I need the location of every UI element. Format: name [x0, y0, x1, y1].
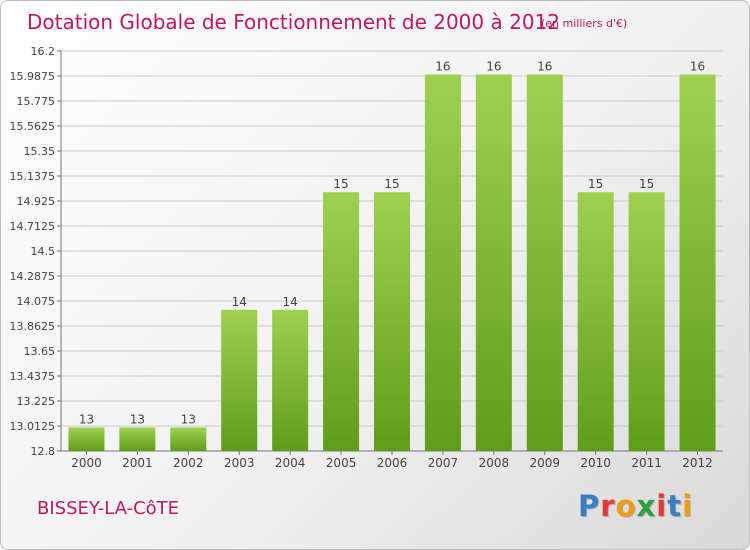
- bar-2004: [272, 309, 309, 451]
- y-tick-label: 14.925: [17, 195, 56, 208]
- bar-value-label: 15: [384, 177, 399, 191]
- bar-value-label: 16: [435, 60, 450, 74]
- logo-letter: o: [615, 489, 637, 523]
- logo-letter: i: [656, 489, 668, 523]
- y-tick-labels: 12.8 13.0125 13.225 13.4375 13.65 13.8625 14.0…: [10, 45, 56, 458]
- bar-value-label: 15: [333, 177, 348, 191]
- x-tick-label: 2002: [173, 456, 204, 470]
- bar-2002: [170, 427, 207, 451]
- x-tick-label: 2004: [275, 456, 306, 470]
- y-tick-label: 14.2875: [10, 270, 56, 283]
- y-tick-label: 14.075: [17, 295, 56, 308]
- bar-value-label: 16: [486, 60, 501, 74]
- bar-value-labels: 13 13 13 14 14 15 15 16 16 16 15 15 16: [79, 60, 705, 427]
- bar-value-label: 13: [130, 412, 145, 426]
- bar-value-label: 14: [283, 295, 298, 309]
- y-tick-label: 16.2: [31, 45, 56, 58]
- y-tick-label: 15.9875: [10, 70, 56, 83]
- y-tick-label: 15.5625: [10, 120, 56, 133]
- x-tick-label: 2008: [479, 456, 510, 470]
- logo-letter: i: [682, 489, 694, 523]
- bar-2009: [526, 74, 563, 451]
- bar-2008: [475, 74, 512, 451]
- commune-name: BISSEY-LA-CôTE: [37, 498, 180, 519]
- bar-2000: [68, 427, 105, 451]
- y-tick-label: 12.8: [31, 445, 56, 458]
- chart-unit-note: (en milliers d'€): [541, 17, 628, 30]
- x-tick-label: 2009: [529, 456, 560, 470]
- y-tick-label: 15.1375: [10, 170, 56, 183]
- bar-value-label: 15: [639, 177, 654, 191]
- bar-2007: [424, 74, 461, 451]
- x-tick-label: 2007: [428, 456, 459, 470]
- y-tick-label: 13.8625: [10, 320, 56, 333]
- bars: [68, 74, 716, 452]
- x-tick-label: 2012: [682, 456, 713, 470]
- bar-value-label: 13: [79, 412, 94, 426]
- y-tick-label: 15.775: [17, 95, 56, 108]
- bar-2003: [221, 309, 258, 451]
- proxiti-logo: Proxiti: [578, 489, 693, 523]
- bar-2006: [374, 192, 410, 452]
- bar-2012: [679, 74, 716, 451]
- y-tick-label: 14.5: [31, 245, 56, 258]
- logo-letter: x: [636, 489, 657, 523]
- y-tick-label: 13.225: [17, 395, 56, 408]
- x-tick-label: 2011: [631, 456, 662, 470]
- y-tick-label: 13.65: [24, 345, 56, 358]
- logo-letter: t: [667, 489, 683, 523]
- logo-letter: P: [578, 489, 601, 523]
- bar-value-label: 16: [537, 60, 552, 74]
- bar-2010: [577, 192, 614, 452]
- x-tick-label: 2001: [122, 456, 153, 470]
- logo-letter: r: [600, 489, 616, 523]
- bar-value-label: 15: [588, 177, 603, 191]
- bar-value-label: 16: [690, 60, 705, 74]
- y-tick-label: 14.7125: [10, 220, 56, 233]
- x-tick-label: 2003: [224, 456, 255, 470]
- x-tick-label: 2010: [580, 456, 611, 470]
- bar-value-label: 13: [181, 412, 196, 426]
- bar-value-label: 14: [232, 295, 247, 309]
- bar-2005: [323, 192, 360, 452]
- x-tick-label: 2006: [377, 456, 408, 470]
- bar-2011: [628, 192, 665, 452]
- bar-2001: [119, 427, 156, 451]
- chart-title: Dotation Globale de Fonctionnement de 20…: [27, 10, 560, 34]
- x-tick-label: 2000: [71, 456, 102, 470]
- y-tick-label: 15.35: [24, 145, 56, 158]
- y-tick-label: 13.4375: [10, 370, 56, 383]
- x-tick-label: 2005: [326, 456, 357, 470]
- x-tick-labels: 2000 2001 2002 2003 2004 2005 2006 2007 2008 2009…: [71, 456, 713, 470]
- y-tick-label: 13.0125: [10, 420, 56, 433]
